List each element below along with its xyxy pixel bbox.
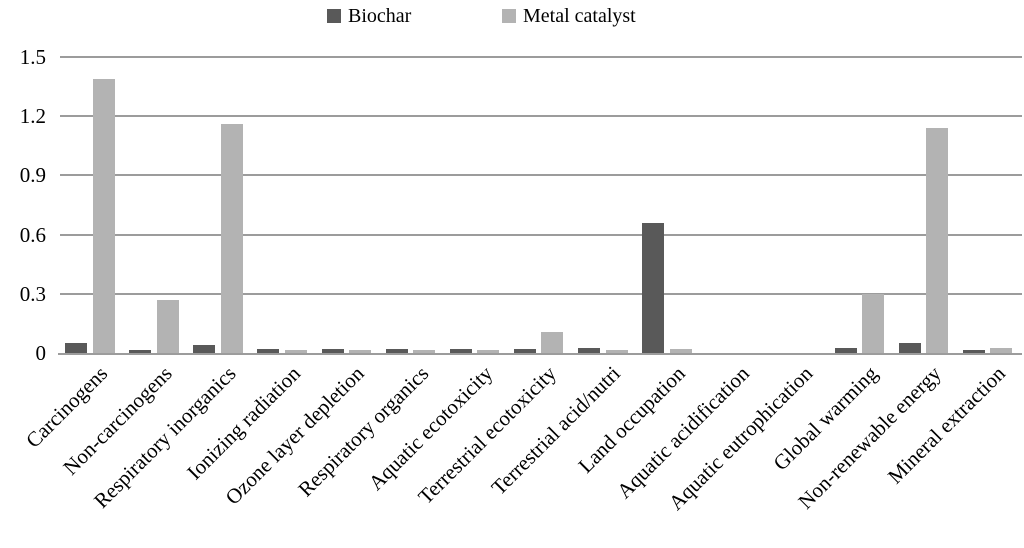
legend-swatch-metal-catalyst xyxy=(502,9,516,23)
bar-biochar-respiratory-organics xyxy=(386,349,408,353)
legend-item-metal-catalyst: Metal catalyst xyxy=(502,5,636,27)
legend-label-biochar: Biochar xyxy=(348,5,412,27)
bar-biochar-respiratory-inorganics xyxy=(193,345,215,353)
bar-biochar-terrestrial-acid-nutri xyxy=(578,348,600,353)
gridline xyxy=(60,174,1022,177)
bar-biochar-ionizing-radiation xyxy=(257,349,279,353)
bar-metal-catalyst-mineral-extraction xyxy=(990,348,1012,353)
y-axis-tick-label: 0.9 xyxy=(19,163,46,188)
gridline xyxy=(60,56,1022,58)
bar-biochar-land-occupation xyxy=(642,223,664,353)
bar-metal-catalyst-non-carcinogens xyxy=(157,300,179,353)
gridline xyxy=(60,115,1022,118)
y-axis-tick-label: 0.6 xyxy=(19,222,46,247)
bar-biochar-carcinogens xyxy=(65,343,87,353)
bar-metal-catalyst-aquatic-ecotoxicity xyxy=(477,350,499,353)
bar-metal-catalyst-respiratory-inorganics xyxy=(221,124,243,353)
bar-biochar-ozone-layer-depletion xyxy=(322,349,344,353)
bar-biochar-non-carcinogens xyxy=(129,350,151,353)
bar-biochar-non-renewable-energy xyxy=(899,343,921,353)
gridline xyxy=(60,292,1022,295)
bar-metal-catalyst-ozone-layer-depletion xyxy=(349,350,371,353)
bar-metal-catalyst-respiratory-organics xyxy=(413,350,435,353)
bar-metal-catalyst-non-renewable-energy xyxy=(926,128,948,353)
legend-swatch-biochar xyxy=(327,9,341,23)
bar-biochar-mineral-extraction xyxy=(963,350,985,353)
bar-metal-catalyst-carcinogens xyxy=(93,79,115,353)
y-axis-tick-label: 1.2 xyxy=(19,104,46,129)
legend-label-metal-catalyst: Metal catalyst xyxy=(523,5,636,27)
y-axis-tick-label: 1.5 xyxy=(19,45,46,69)
bar-metal-catalyst-global-warming xyxy=(862,294,884,353)
gridline xyxy=(60,233,1022,236)
bar-biochar-terrestrial-ecotoxicity xyxy=(514,349,536,353)
bar-metal-catalyst-terrestrial-acid-nutri xyxy=(606,350,628,353)
x-axis-label: Ionizing radiation xyxy=(181,361,305,485)
legend-item-biochar: Biochar xyxy=(327,5,411,27)
bar-metal-catalyst-land-occupation xyxy=(670,349,692,353)
x-axis-label: Mineral extraction xyxy=(883,361,1011,489)
y-axis-tick-label: 0 xyxy=(35,341,47,365)
y-axis-tick-label: 0.3 xyxy=(19,281,46,306)
bar-metal-catalyst-ionizing-radiation xyxy=(285,350,307,353)
x-axis-line xyxy=(58,353,1022,355)
bar-biochar-aquatic-ecotoxicity xyxy=(450,349,472,353)
bar-metal-catalyst-terrestrial-ecotoxicity xyxy=(541,332,563,353)
bar-biochar-global-warming xyxy=(835,348,857,353)
